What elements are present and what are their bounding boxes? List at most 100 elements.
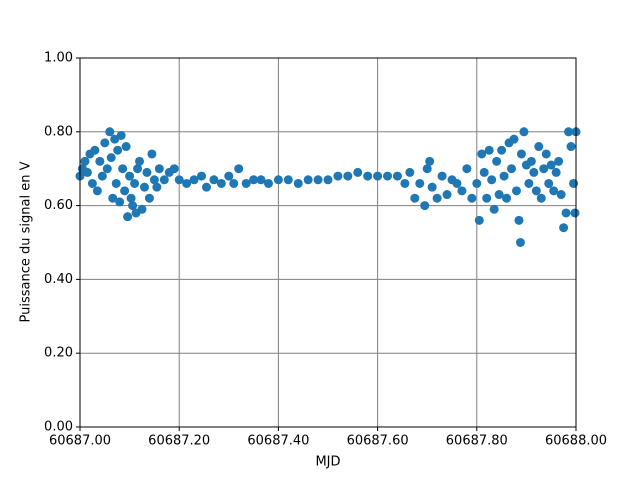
point [209,175,219,185]
point [102,164,112,174]
y-tick-label: 0.40 [44,272,73,287]
point [534,142,544,152]
point [457,186,467,196]
point [113,145,123,155]
point [273,175,283,185]
point [92,186,102,196]
point [118,164,128,174]
point [541,149,551,159]
point [437,171,447,181]
point [283,175,293,185]
point [139,182,149,192]
point [343,171,353,181]
point [333,171,343,181]
point [559,223,569,233]
point [87,178,97,188]
point [539,164,549,174]
point [201,182,211,192]
point [570,208,580,218]
point [549,186,559,196]
point [551,167,561,177]
point [363,171,373,181]
point [135,156,145,166]
point [511,186,521,196]
point [526,156,536,166]
point [142,167,152,177]
point [106,153,116,163]
point [474,215,484,225]
point [152,182,162,192]
point [452,178,462,188]
point [128,201,138,211]
point [383,171,393,181]
point [556,190,566,200]
point [499,171,509,181]
point [224,171,234,181]
point [144,193,154,203]
point [509,134,519,144]
y-tick-label: 0.00 [44,420,73,435]
point [90,145,100,155]
point [130,178,140,188]
point [484,145,494,155]
point [467,193,477,203]
point [137,204,147,214]
point [494,190,504,200]
point [519,127,529,137]
y-tick-label: 0.60 [44,198,73,213]
point [524,178,534,188]
point [256,175,266,185]
point [169,164,179,174]
point [121,142,131,152]
point [536,193,546,203]
point [80,156,90,166]
point [566,142,576,152]
point [425,156,435,166]
point [502,193,512,203]
x-tick-label: 60688.00 [545,434,607,449]
point [569,178,579,188]
point [108,193,118,203]
point [229,178,239,188]
point [234,164,244,174]
point [249,175,259,185]
point [189,175,199,185]
point [353,167,363,177]
point [263,178,273,188]
point [462,164,472,174]
y-tick-label: 0.20 [44,346,73,361]
point [115,197,125,207]
point [492,156,502,166]
point [154,164,164,174]
point [420,201,430,211]
point [415,178,425,188]
point [489,204,499,214]
x-axis-label: MJD [315,455,340,470]
point [546,160,556,170]
point [116,130,126,140]
x-tick-label: 60687.20 [148,434,210,449]
point [515,238,525,247]
point [125,171,135,181]
point [487,175,497,185]
point [422,164,432,174]
y-tick-label: 1.00 [44,51,73,66]
x-tick-label: 60687.40 [247,434,309,449]
point [313,175,323,185]
point [323,175,333,185]
point [95,156,105,166]
point [293,178,303,188]
point [554,156,564,166]
x-tick-label: 60687.60 [347,434,409,449]
point [147,149,157,159]
point [133,164,143,174]
point [149,175,159,185]
point [516,149,526,159]
point [400,178,410,188]
point [432,193,442,203]
point [442,190,452,200]
point [514,215,524,225]
point [529,167,539,177]
point [477,149,487,159]
